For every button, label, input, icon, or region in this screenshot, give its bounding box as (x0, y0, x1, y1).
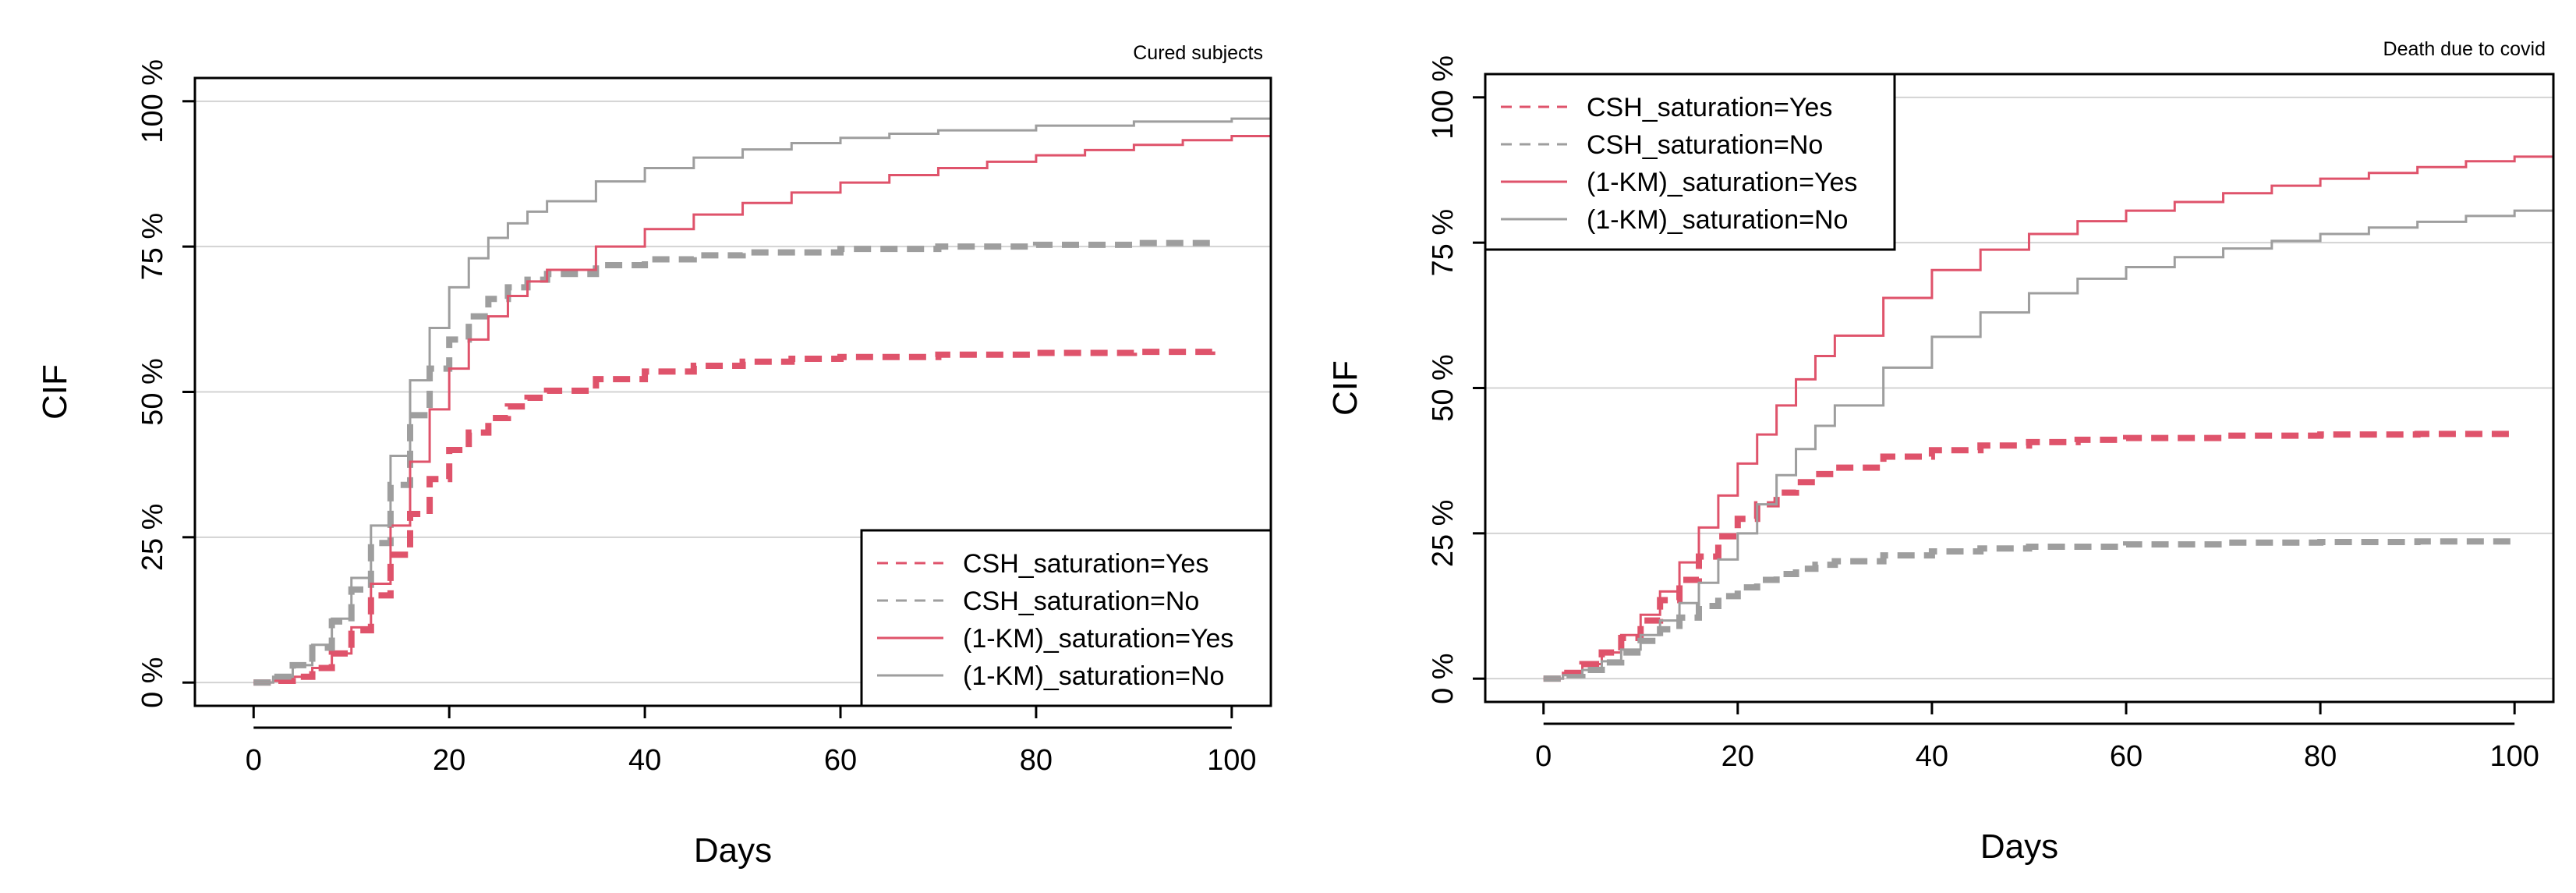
legend-entry: (1-KM)_saturation=No (1587, 205, 1848, 235)
legend-entry: (1-KM)_saturation=Yes (1587, 168, 1857, 197)
x-tick-label: 40 (628, 744, 661, 777)
legend-entry: CSH_saturation=No (1587, 130, 1823, 160)
legend-entry: CSH_saturation=Yes (1587, 93, 1832, 122)
series-line-3 (253, 133, 1271, 684)
chart-title: Cured subjects (1133, 42, 1263, 64)
x-tick-label: 60 (2110, 740, 2143, 773)
chart-title: Death due to covid (2383, 38, 2546, 60)
legend-entry: (1-KM)_saturation=Yes (963, 624, 1233, 654)
y-axis-title: CIF (36, 364, 74, 420)
series-line-3 (1543, 154, 2553, 680)
legend-entry: (1-KM)_saturation=No (963, 661, 1224, 691)
x-axis-title: Days (694, 831, 772, 870)
y-axis-title: CIF (1326, 360, 1364, 416)
y-tick-label: 75 % (1427, 209, 1460, 277)
chart-panel-2: 0 20 40 60 80 100 0 % 25 % 50 % 75 % 100 % Days CIF D… (1326, 38, 2555, 866)
series-line-2 (1543, 538, 2518, 682)
y-tick-label: 0 % (136, 657, 169, 707)
x-tick-label: 0 (246, 744, 262, 777)
series-line-4 (1543, 207, 2553, 680)
y-tick-label: 50 % (136, 358, 169, 426)
x-tick-label: 20 (433, 744, 465, 777)
x-tick-label: 80 (1020, 744, 1053, 777)
legend-entry: CSH_saturation=No (963, 586, 1199, 616)
legend-entry: CSH_saturation=Yes (963, 549, 1208, 579)
x-tick-label: 0 (1535, 740, 1552, 773)
x-tick-label: 60 (824, 744, 857, 777)
y-tick-label: 100 % (136, 59, 169, 144)
y-tick-label: 0 % (1427, 653, 1460, 703)
y-tick-label: 100 % (1427, 55, 1460, 140)
series-line-1 (1543, 431, 2518, 682)
y-tick-label: 75 % (136, 213, 169, 281)
x-tick-label: 20 (1721, 740, 1754, 773)
y-tick-label: 50 % (1427, 354, 1460, 422)
x-tick-label: 100 (2489, 740, 2539, 773)
x-tick-label: 40 (1916, 740, 1948, 773)
series-line-4 (253, 117, 1271, 684)
y-tick-label: 25 % (136, 504, 169, 572)
x-tick-label: 100 (1207, 744, 1256, 777)
x-tick-label: 80 (2304, 740, 2337, 773)
legend: CSH_saturation=Yes CSH_saturation=No (1-KM… (1484, 73, 1896, 251)
chart-panel-1: 0 20 40 60 80 100 0 % 25 % 50 % 75 % 100 % Days CIF C… (36, 42, 1272, 870)
legend: CSH_saturation=Yes CSH_saturation=No (1-KM… (860, 529, 1272, 707)
y-tick-label: 25 % (1427, 500, 1460, 568)
x-axis-title: Days (1980, 827, 2058, 866)
